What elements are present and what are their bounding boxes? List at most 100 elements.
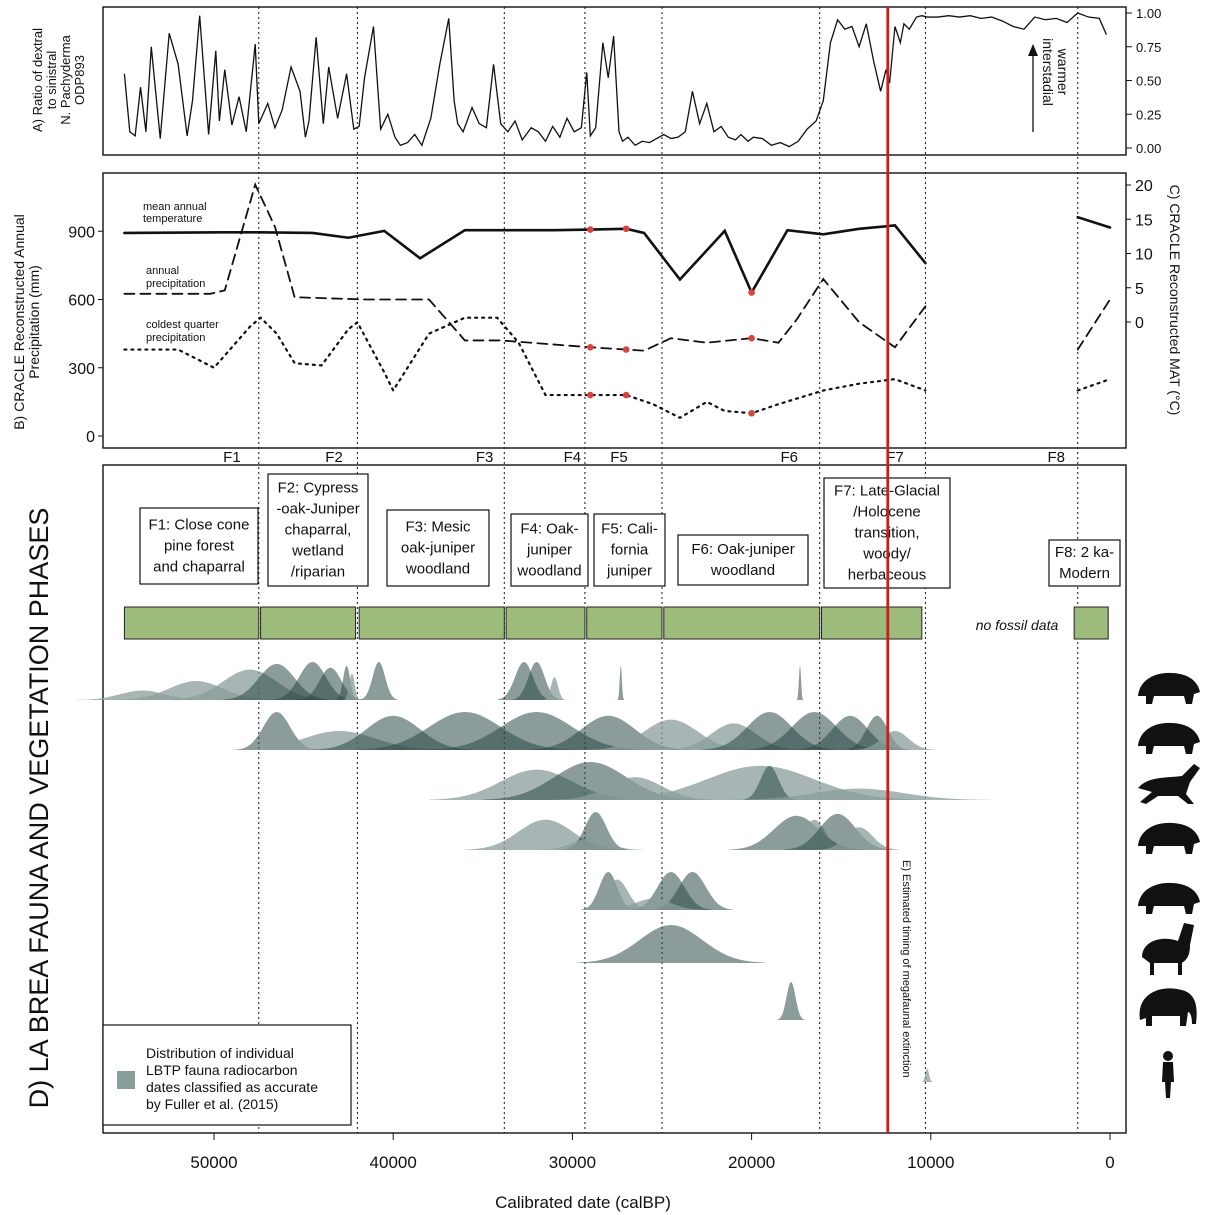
legend-swatch: [117, 1071, 135, 1089]
camel-icon: [1142, 923, 1194, 975]
panel-a-ylabel: N. Pachyderma: [58, 34, 73, 124]
panel-a-ylabel: ODP893: [72, 55, 87, 105]
fauna-date-distribution: [796, 665, 804, 700]
highlight-point: [587, 343, 594, 351]
panel-c-ytick-label: 0: [1135, 315, 1144, 332]
panel-a-ytick-label: 0.75: [1136, 40, 1161, 55]
fauna-date-distribution: [360, 662, 398, 700]
x-tick-label: 30000: [549, 1153, 596, 1172]
series-label: mean annual: [143, 201, 207, 213]
bison-icon: [1138, 822, 1200, 854]
legend-text-line: by Fuller et al. (2015): [146, 1096, 278, 1112]
series-line-dotted: [123, 316, 927, 420]
phase-description-line: woodland: [405, 561, 470, 578]
ground-sloth-icon: [1138, 882, 1200, 914]
legend-box: [102, 1024, 352, 1126]
phase-description-box: [267, 473, 369, 587]
panel-c-ylabel: C) CRACLE Reconstructed MAT (°C): [1167, 185, 1183, 416]
phase-description-line: wetland: [291, 543, 344, 560]
x-tick-label: 40000: [370, 1153, 417, 1172]
phase-description-box: [139, 507, 259, 585]
panel-c-ytick-label: 5: [1135, 281, 1144, 298]
fauna-date-distribution: [584, 879, 650, 910]
highlight-point: [587, 391, 594, 399]
fauna-date-distribution: [617, 665, 625, 700]
phase-label: F5: [610, 449, 628, 466]
no-fossil-data-label: no fossil data: [976, 617, 1059, 633]
series-line-solid: [123, 224, 927, 296]
legend-text-line: dates classified as accurate: [146, 1079, 318, 1095]
vegetation-phase-bar: [505, 606, 586, 640]
fauna-date-distribution: [921, 1068, 933, 1082]
horse-icon: [1138, 764, 1200, 804]
series-label: coldest quarter: [146, 319, 219, 331]
fauna-date-distribution: [236, 712, 318, 750]
legend-text-line: Distribution of individual: [146, 1045, 294, 1061]
panel-a-annotation: warmer: [1055, 48, 1071, 96]
phase-label: F3: [476, 449, 494, 466]
phase-description-line: F8: 2 ka-: [1055, 544, 1114, 561]
highlight-point: [748, 334, 755, 342]
phase-description-box: [593, 513, 666, 587]
highlight-point: [622, 225, 630, 233]
legend-text-line: LBTP fauna radiocarbon: [146, 1062, 298, 1078]
vegetation-phase-bar: [123, 606, 260, 640]
phase-label: F8: [1047, 449, 1065, 466]
phase-description-line: F2: Cypress: [278, 480, 359, 497]
fauna-date-distribution: [777, 982, 805, 1020]
human-icon: [1162, 1051, 1174, 1098]
animal-body: [1138, 722, 1200, 754]
series-label: precipitation: [146, 278, 205, 290]
phase-label: F2: [325, 449, 343, 466]
series-line-dashed: [123, 182, 927, 352]
phase-description-line: woodland: [516, 563, 581, 580]
phase-label: F7: [886, 449, 904, 466]
fauna-date-distribution: [536, 838, 645, 850]
vegetation-phase-bar: [820, 606, 923, 640]
extinction-annotation: E) Estimated timing of megafaunal extinc…: [900, 860, 912, 1078]
highlight-point: [587, 226, 594, 233]
human-body: [1162, 1062, 1174, 1098]
phase-description-line: F1: Close cone: [149, 517, 250, 534]
phase-description-line: woodland: [710, 562, 775, 579]
horse-body: [1138, 764, 1200, 804]
vegetation-phase-bar: [1073, 606, 1109, 640]
panel-c-ytick-label: 15: [1135, 212, 1153, 229]
fauna-date-distribution: [599, 898, 707, 910]
phase-description-line: pine forest: [164, 538, 235, 555]
panel-a-annotation: interstadial: [1040, 38, 1056, 106]
phase-description-box: [510, 513, 589, 587]
panel-a-ytick-label: 0.25: [1136, 107, 1161, 122]
phase-description-line: fornia: [611, 542, 649, 559]
x-tick-label: 0: [1105, 1153, 1114, 1172]
phase-description-line: and chaparral: [153, 559, 245, 576]
phase-description-line: F3: Mesic: [405, 519, 471, 536]
phase-description-line: F6: Oak-juniper: [691, 541, 794, 558]
panel-b-ylabel: Precipitation (mm): [26, 265, 42, 379]
panel-b-ytick-label: 600: [68, 293, 95, 310]
x-axis-label: Calibrated date (calBP): [495, 1193, 671, 1212]
highlight-point: [748, 289, 755, 296]
animal-body: [1138, 822, 1200, 854]
phase-description-line: /riparian: [291, 564, 345, 581]
panel-b-ytick-label: 300: [68, 361, 95, 378]
fauna-date-distribution: [512, 662, 561, 700]
phase-description-box: [1048, 539, 1121, 587]
fauna-date-distribution: [818, 827, 900, 850]
vegetation-phase-bar: [260, 606, 357, 640]
phase-description-line: -oak-Juniper: [276, 501, 359, 518]
highlight-point: [748, 409, 755, 417]
dire-wolf-icon: [1138, 672, 1200, 704]
animal-body: [1138, 672, 1200, 704]
panel-c-ytick-label: 20: [1135, 178, 1153, 195]
phase-description-box: [677, 534, 809, 586]
camel-body: [1142, 923, 1194, 975]
series-line-solid: [1076, 215, 1112, 229]
panel-c-ytick-label: 10: [1135, 247, 1153, 264]
panel-b-ylabel: B) CRACLE Reconstructed Annual: [11, 214, 27, 430]
mammoth-icon: [1139, 988, 1197, 1026]
animal-body: [1138, 882, 1200, 914]
phase-description-line: juniper: [606, 563, 652, 580]
series-label: annual: [146, 265, 179, 277]
